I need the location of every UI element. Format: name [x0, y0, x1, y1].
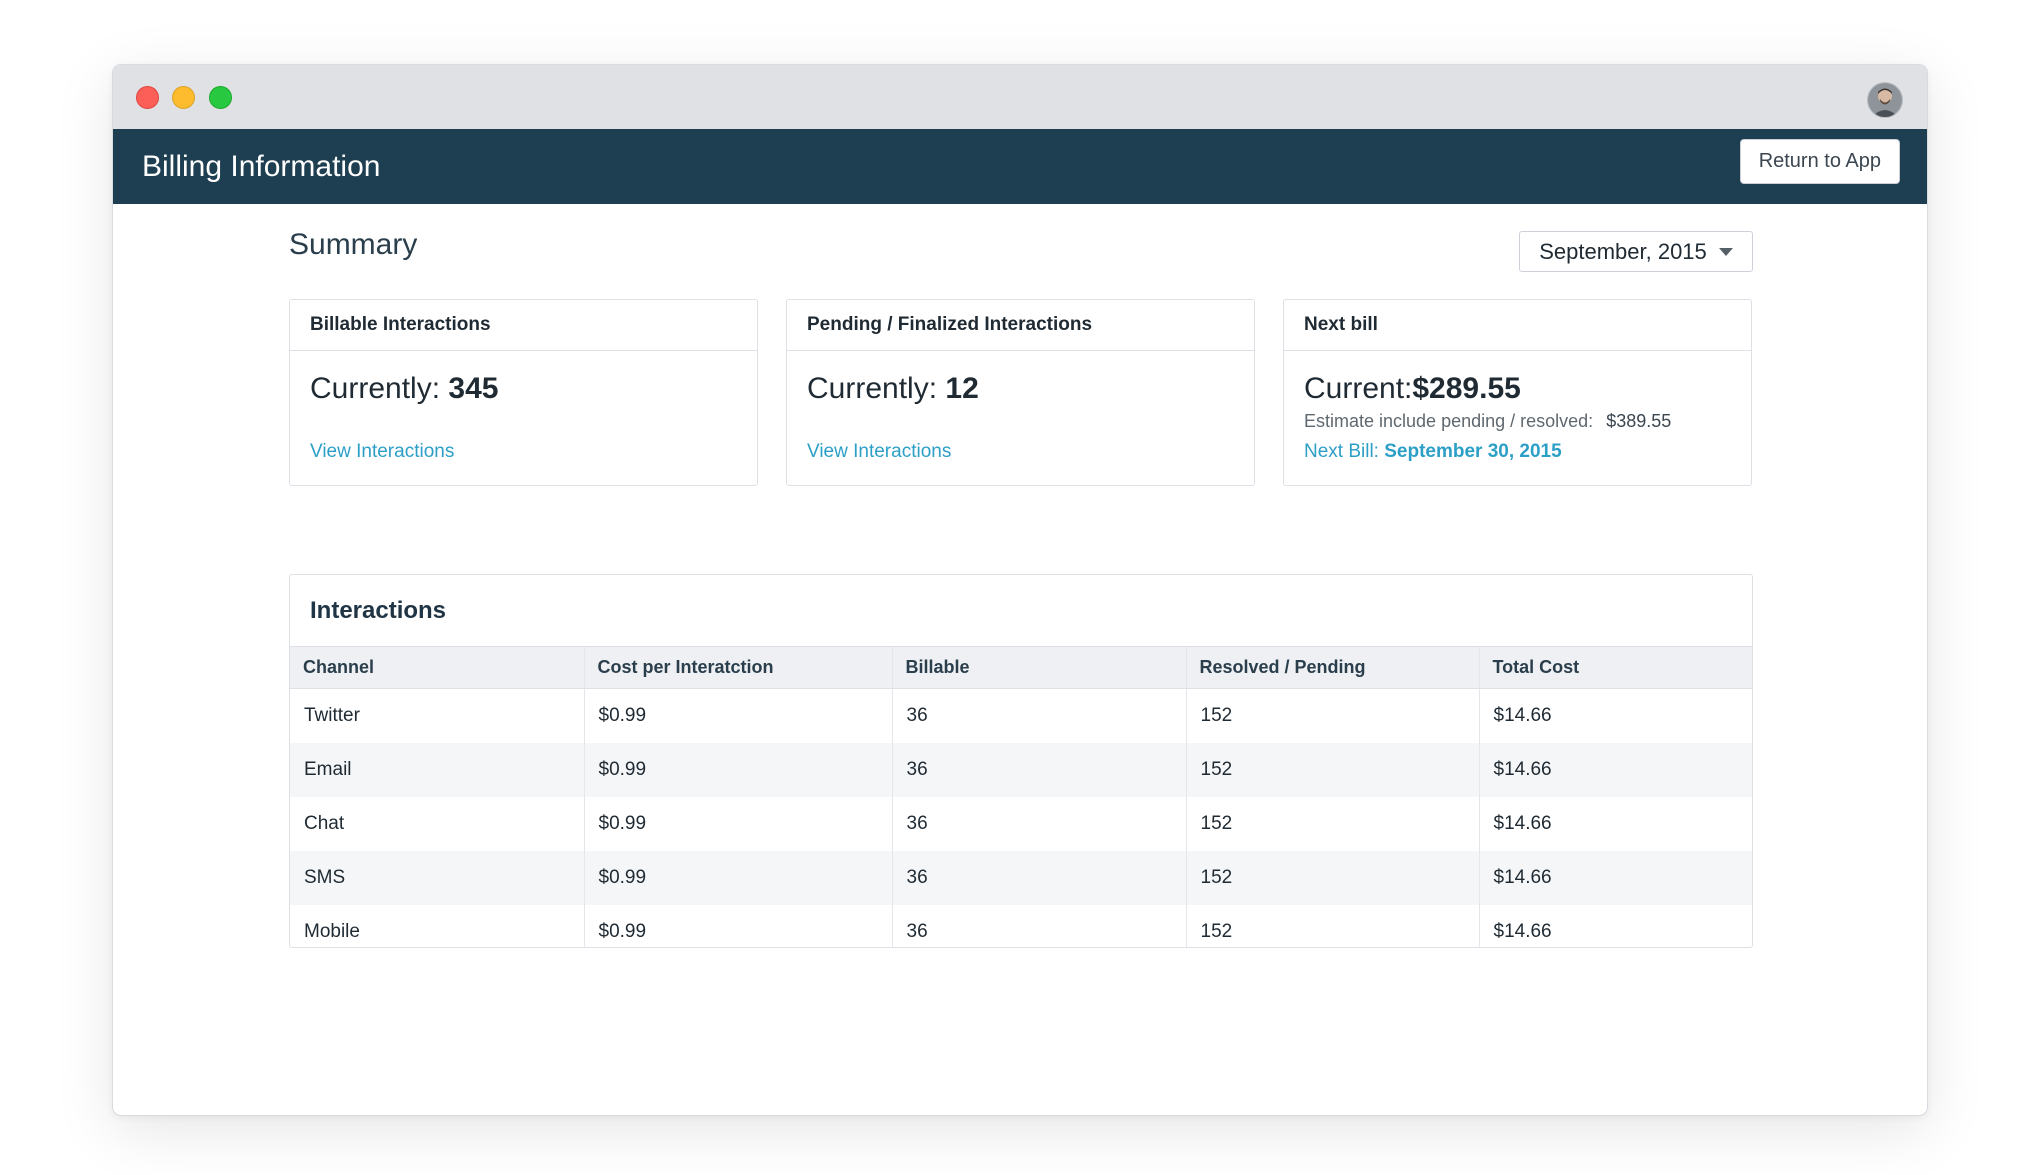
current-label: Currently: — [310, 372, 441, 405]
avatar-icon — [1868, 83, 1902, 117]
billable-count: Currently: 345 — [310, 372, 498, 406]
cell-total-cost: $14.66 — [1478, 851, 1752, 905]
cell-channel: Twitter — [304, 705, 360, 726]
minimize-window-button[interactable] — [172, 86, 195, 109]
cell-cost: $0.99 — [583, 905, 892, 947]
next-bill-date-link[interactable]: September 30, 2015 — [1384, 441, 1562, 462]
cell-cost: $0.99 — [583, 851, 892, 905]
cell-channel: SMS — [290, 851, 584, 905]
app-window: Billing Information Return to App Summar… — [112, 64, 1928, 1116]
table-row[interactable]: SMS $0.99 36 152 $14.66 — [290, 851, 1752, 905]
user-avatar[interactable] — [1867, 82, 1903, 118]
page-title: Billing Information — [142, 150, 381, 183]
cell-billable: 36 — [891, 851, 1186, 905]
return-to-app-button[interactable]: Return to App — [1739, 139, 1900, 184]
cell-resolved-pending: 152 — [1185, 797, 1479, 851]
app-header: Billing Information Return to App — [113, 129, 1927, 204]
interactions-table: Channel Cost per Interatction Billable R… — [290, 646, 1752, 947]
current-bill-value: $289.55 — [1412, 372, 1521, 405]
pending-count-value: 12 — [945, 372, 979, 405]
month-select-value: September, 2015 — [1539, 238, 1707, 264]
column-header-channel[interactable]: Channel — [290, 646, 584, 689]
current-label: Current: — [1304, 372, 1413, 405]
cell-total-cost: $14.66 — [1478, 797, 1752, 851]
cell-billable: 36 — [891, 688, 1186, 743]
zoom-window-button[interactable] — [209, 86, 232, 109]
table-row[interactable]: Email $0.99 36 152 $14.66 — [290, 743, 1752, 797]
current-label: Currently: — [807, 372, 938, 405]
cell-total-cost: $14.66 — [1478, 743, 1752, 797]
cell-cost: $0.99 — [583, 688, 892, 743]
cell-billable: 36 — [891, 797, 1186, 851]
column-header-cost[interactable]: Cost per Interatction — [583, 646, 892, 689]
cell-total-cost: $14.66 — [1478, 688, 1752, 743]
cell-channel: Mobile — [304, 921, 360, 942]
interactions-heading: Interactions — [310, 597, 447, 624]
cell-cost: $0.99 — [583, 797, 892, 851]
view-billable-interactions-link[interactable]: View Interactions — [310, 441, 455, 462]
cell-channel: Chat — [304, 813, 345, 834]
cell-total-cost: $14.66 — [1478, 905, 1752, 947]
close-window-button[interactable] — [136, 86, 159, 109]
estimate-label: Estimate include pending / resolved: — [1304, 411, 1594, 431]
view-pending-interactions-link[interactable]: View Interactions — [807, 441, 952, 462]
billable-count-value: 345 — [448, 372, 499, 405]
card-title: Billable Interactions — [290, 300, 757, 351]
cell-billable: 36 — [891, 905, 1186, 947]
billable-interactions-card: Billable Interactions Currently: 345 Vie… — [289, 299, 758, 486]
table-row[interactable]: Twitter $0.99 36 152 $14.66 — [290, 688, 1752, 743]
next-bill-card: Next bill Current:$289.55 Estimate inclu… — [1283, 299, 1752, 486]
card-title: Next bill — [1284, 300, 1751, 351]
next-bill-label: Next Bill: — [1304, 441, 1379, 462]
table-row[interactable]: Mobile $0.99 36 152 $14.66 — [290, 905, 1752, 947]
interactions-panel: Interactions Channel Cost per Interatcti… — [289, 574, 1753, 948]
estimate-line: Estimate include pending / resolved: $38… — [1304, 411, 1671, 432]
caret-down-icon — [1718, 247, 1733, 256]
cell-resolved-pending: 152 — [1185, 743, 1479, 797]
cell-resolved-pending: 152 — [1185, 905, 1479, 947]
table-header-row: Channel Cost per Interatction Billable R… — [290, 646, 1752, 689]
current-bill: Current:$289.55 — [1304, 372, 1521, 406]
estimate-value: $389.55 — [1606, 411, 1672, 431]
pending-interactions-card: Pending / Finalized Interactions Current… — [786, 299, 1255, 486]
next-bill-line: Next Bill: September 30, 2015 — [1304, 441, 1562, 463]
card-title: Pending / Finalized Interactions — [787, 300, 1254, 351]
cell-billable: 36 — [891, 743, 1186, 797]
cell-resolved-pending: 152 — [1185, 851, 1479, 905]
column-header-total-cost[interactable]: Total Cost — [1478, 646, 1752, 689]
month-select[interactable]: September, 2015 — [1519, 231, 1753, 272]
cell-channel: Email — [290, 743, 584, 797]
cell-cost: $0.99 — [583, 743, 892, 797]
cell-resolved-pending: 152 — [1185, 688, 1479, 743]
pending-count: Currently: 12 — [807, 372, 979, 406]
table-row[interactable]: Chat $0.99 36 152 $14.66 — [290, 797, 1752, 851]
column-header-billable[interactable]: Billable — [891, 646, 1186, 689]
summary-heading: Summary — [289, 228, 418, 261]
column-header-resolved-pending[interactable]: Resolved / Pending — [1185, 646, 1479, 689]
window-titlebar — [113, 65, 1927, 129]
